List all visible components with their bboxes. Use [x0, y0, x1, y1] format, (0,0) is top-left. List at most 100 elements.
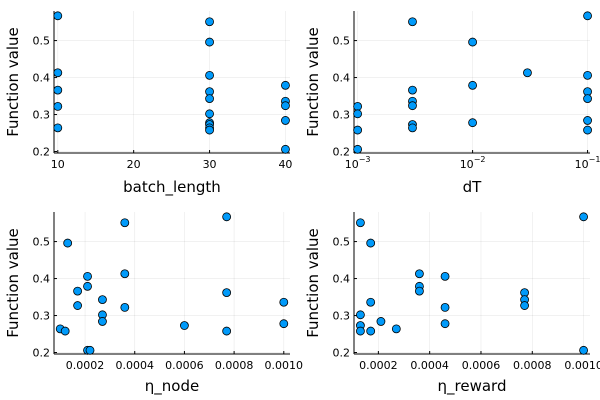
data-point: [205, 109, 214, 119]
data-point: [408, 101, 417, 111]
data-point: [83, 271, 92, 281]
y-tick-label: 0.2: [333, 146, 351, 159]
gridlines: [54, 11, 290, 153]
y-tick-label: 0.2: [333, 347, 351, 360]
y-tick-label: 0.3: [33, 310, 51, 323]
data-point: [222, 212, 232, 222]
scatter-points: [353, 11, 592, 154]
data-point: [583, 11, 592, 21]
scatter-points: [55, 212, 289, 355]
y-tick-label: 0.5: [333, 35, 351, 48]
y-tick-label: 0.4: [333, 273, 351, 286]
data-point: [53, 123, 63, 133]
data-point: [356, 326, 365, 336]
data-point: [353, 125, 363, 135]
data-point: [579, 345, 588, 355]
y-tick-label: 0.3: [333, 310, 351, 323]
data-point: [281, 144, 290, 154]
scatter-points: [53, 11, 290, 154]
data-point: [120, 218, 130, 228]
data-point: [376, 317, 386, 326]
data-point: [468, 118, 477, 128]
x-tick-base: 10: [575, 158, 589, 171]
y-axis-label: Function value: [304, 27, 322, 137]
x-axis-label: η_reward: [438, 377, 507, 396]
x-tick-label: 0.0006: [462, 359, 501, 372]
x-axis-label: batch_length: [123, 178, 221, 197]
data-point: [356, 310, 365, 320]
subplot-4: 0.0002 0.0004 0.0006 0.0008 0.0010 0.2 0.3 0.4 0…: [304, 212, 600, 396]
data-point: [353, 144, 363, 154]
subplot-1: 10 20 30 40 0.2 0.3 0.4 0.5 batch_length Function…: [4, 11, 292, 197]
data-point: [281, 116, 290, 125]
data-point: [205, 125, 214, 135]
data-point: [583, 125, 592, 135]
data-point: [520, 301, 529, 310]
y-axis-label: Function value: [4, 228, 22, 338]
data-point: [281, 101, 290, 111]
data-point: [205, 17, 214, 27]
data-point: [120, 269, 130, 279]
x-tick-label: 30: [203, 158, 217, 171]
data-point: [440, 271, 450, 281]
data-point: [279, 319, 289, 329]
y-tick-label: 0.5: [333, 236, 351, 249]
data-point: [53, 85, 63, 95]
x-tick-label: 20: [127, 158, 141, 171]
data-point: [415, 286, 424, 296]
data-point: [583, 116, 592, 125]
x-tick-label: 0.0010: [564, 359, 600, 372]
data-point: [583, 70, 592, 80]
x-tick-exponent: −1: [589, 155, 600, 164]
data-point: [205, 94, 214, 104]
data-point: [468, 80, 477, 90]
x-tick-label: 10−1: [575, 155, 600, 171]
data-point: [579, 212, 588, 222]
data-point: [53, 11, 63, 21]
x-tick-label: 40: [278, 158, 292, 171]
y-axis-label: Function value: [304, 228, 322, 338]
x-tick-exponent: −3: [359, 155, 371, 164]
data-point: [356, 218, 365, 228]
x-tick-label: 10−3: [345, 155, 371, 171]
data-point: [366, 238, 376, 248]
data-point: [205, 37, 214, 47]
gridlines: [54, 212, 290, 354]
data-point: [353, 102, 363, 111]
x-tick-label: 0.0010: [265, 359, 304, 372]
y-tick-label: 0.3: [33, 109, 51, 122]
x-tick-base: 10: [345, 158, 359, 171]
data-point: [63, 238, 73, 248]
data-point: [440, 303, 450, 312]
data-point: [60, 326, 70, 336]
y-tick-label: 0.4: [333, 72, 351, 85]
data-point: [73, 286, 82, 296]
data-point: [222, 326, 232, 336]
data-point: [98, 317, 107, 326]
x-tick-label: 0.0002: [66, 359, 105, 372]
data-point: [205, 70, 214, 80]
y-axis-label: Function value: [4, 27, 22, 137]
y-tick-label: 0.2: [33, 347, 51, 360]
data-point: [98, 295, 107, 305]
y-tick-label: 0.4: [33, 273, 51, 286]
data-point: [391, 324, 401, 334]
x-axis-label: η_node: [145, 377, 199, 396]
data-point: [53, 68, 63, 78]
data-point: [53, 102, 63, 111]
data-point: [120, 303, 130, 312]
data-point: [440, 319, 450, 329]
y-tick-label: 0.4: [33, 72, 51, 85]
scatter-points: [356, 212, 588, 355]
x-axis-label: dT: [463, 178, 483, 196]
data-point: [523, 68, 532, 78]
data-point: [85, 345, 95, 355]
x-tick-label: 0.0008: [215, 359, 254, 372]
data-point: [408, 17, 417, 27]
x-tick-label: 0.0004: [115, 359, 154, 372]
y-tick-label: 0.3: [333, 109, 351, 122]
subplot-3: 0.0002 0.0004 0.0006 0.0008 0.0010 0.2 0.3 0.4 0…: [4, 212, 303, 396]
data-point: [281, 80, 290, 90]
x-tick-base: 10: [460, 158, 474, 171]
